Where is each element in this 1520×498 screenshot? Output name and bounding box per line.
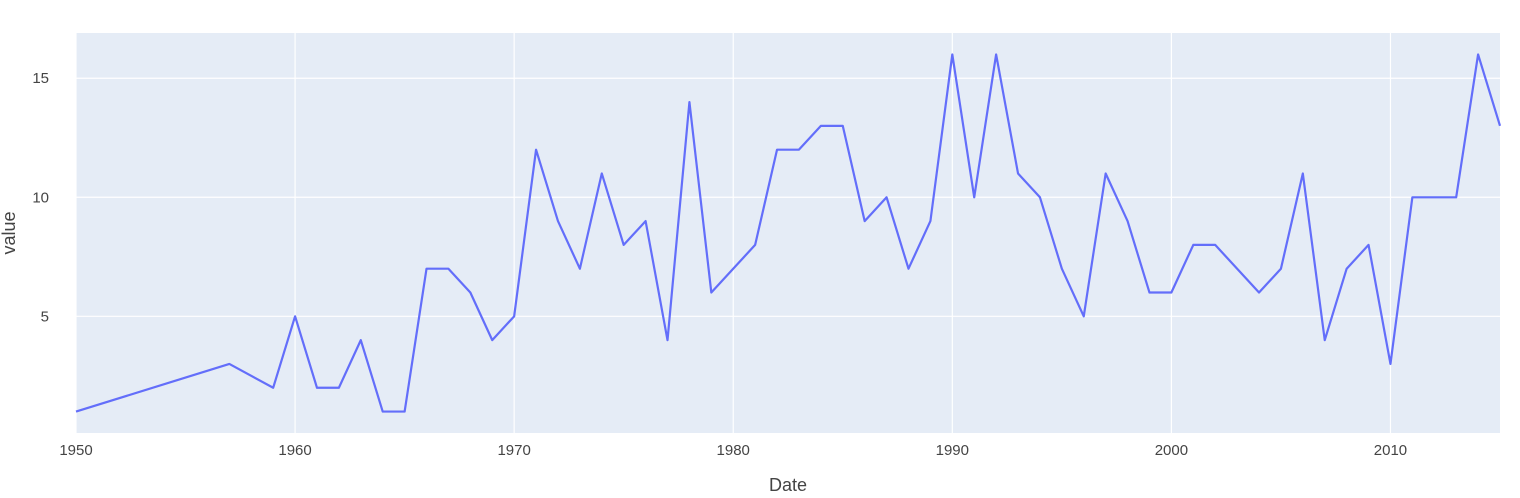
x-tick-label: 1980 [717,442,750,459]
y-tick-label: 5 [41,308,49,325]
x-tick-label: 2000 [1155,442,1188,459]
plot-background [76,33,1500,433]
x-tick-label: 1960 [278,442,311,459]
y-tick-label: 15 [32,70,49,87]
x-tick-label: 1970 [497,442,530,459]
grid-lines [75,33,1500,433]
y-axis-title: value [0,211,19,254]
x-axis-title: Date [769,475,807,495]
series-line [75,53,1502,413]
x-tick-label: 2010 [1374,442,1407,459]
x-tick-label: 1950 [59,442,92,459]
y-tick-label: 10 [32,189,49,206]
tick-labels: 1950 1960 1970 1980 1990 2000 2010 5 10 15 [32,70,1407,459]
x-tick-label: 1990 [936,442,969,459]
